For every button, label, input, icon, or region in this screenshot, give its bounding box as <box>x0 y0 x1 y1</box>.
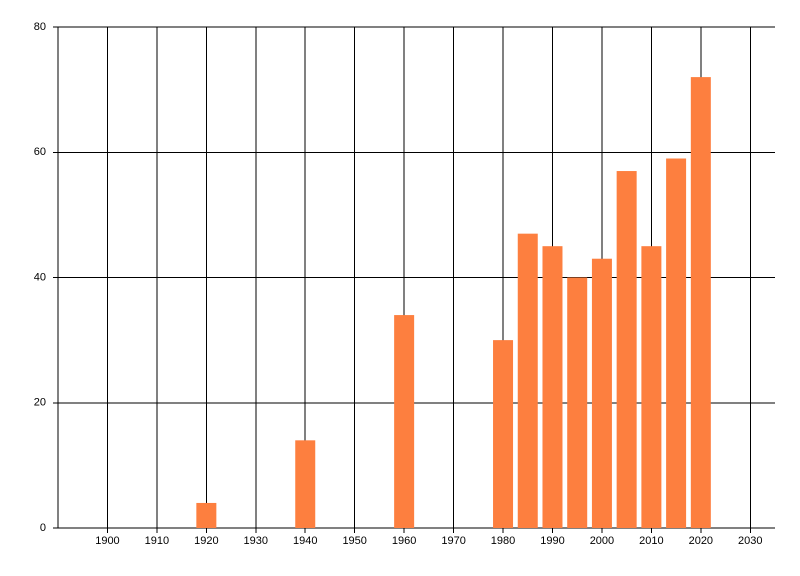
bar <box>616 171 637 528</box>
x-tick-label: 2020 <box>689 535 713 547</box>
bar <box>591 258 612 528</box>
x-tick-label: 1930 <box>244 535 268 547</box>
bar <box>641 246 662 528</box>
bar <box>196 502 217 528</box>
x-tick-label: 1980 <box>491 535 515 547</box>
y-tick-label: 0 <box>40 522 46 534</box>
bar <box>690 77 711 528</box>
y-tick-label: 60 <box>34 146 46 158</box>
bar <box>542 246 563 528</box>
y-tick-label: 40 <box>34 271 46 283</box>
x-tick-label: 1950 <box>342 535 366 547</box>
bar <box>567 277 588 528</box>
x-tick-label: 1990 <box>540 535 564 547</box>
x-tick-label: 1900 <box>95 535 119 547</box>
x-tick-label: 2030 <box>738 535 762 547</box>
bar <box>394 315 415 528</box>
x-tick-label: 2000 <box>590 535 614 547</box>
y-tick-label: 20 <box>34 397 46 409</box>
x-tick-label: 1970 <box>441 535 465 547</box>
x-tick-label: 2010 <box>639 535 663 547</box>
x-tick-label: 1910 <box>145 535 169 547</box>
x-tick-label: 1960 <box>392 535 416 547</box>
bar <box>295 440 316 528</box>
bar <box>666 158 687 528</box>
y-tick-label: 80 <box>34 21 46 33</box>
x-tick-label: 1920 <box>194 535 218 547</box>
x-tick-label: 1940 <box>293 535 317 547</box>
bar <box>517 233 538 528</box>
bar <box>493 340 514 528</box>
